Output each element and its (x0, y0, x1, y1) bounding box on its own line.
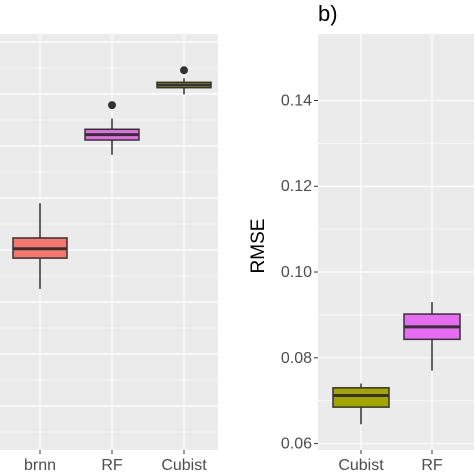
box-rf (84, 101, 140, 155)
panel-b-axis: 0.06 0.08 0.10 0.12 0.14 Cubist RF (281, 92, 443, 474)
box-cubist (156, 66, 212, 95)
box-brnn (12, 203, 68, 289)
outlier-point (180, 66, 188, 75)
box-cubist (332, 383, 390, 425)
x-tick-label: brnn (24, 457, 56, 474)
panel-b-tag: b) (318, 1, 338, 26)
panel-b-marks (332, 302, 461, 425)
outlier-point (108, 101, 116, 110)
y-tick-label: 0.10 (281, 264, 312, 281)
y-tick-label: 0.08 (281, 350, 312, 367)
panel-b-background (318, 34, 474, 450)
y-tick-label: 0.14 (281, 92, 312, 109)
panel-a-axis: brnn RF Cubist (24, 450, 207, 474)
panel-b-y-axis-title: RMSE (248, 219, 269, 274)
box-rf (403, 302, 461, 371)
box-iqr (332, 387, 390, 408)
panel-b: 0.06 0.08 0.10 0.12 0.14 Cubist RF b) RMSE (248, 1, 474, 474)
x-tick-label: Cubist (161, 457, 207, 474)
y-tick-label: 0.12 (281, 178, 312, 195)
x-tick-label: Cubist (338, 457, 384, 474)
x-tick-label: RF (101, 457, 123, 474)
x-tick-label: RF (421, 457, 443, 474)
y-tick-label: 0.06 (281, 436, 312, 453)
panel-a: brnn RF Cubist (0, 34, 218, 474)
panel-a-marks (12, 66, 212, 289)
